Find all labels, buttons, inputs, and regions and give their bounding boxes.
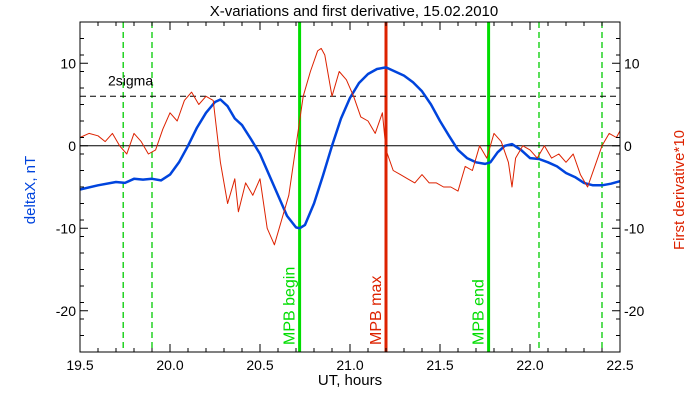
marker-label-3: MPB max [368,276,385,345]
y-axis-label-right: First derivative*10 [671,130,688,250]
x-axis-label: UT, hours [318,372,382,389]
y-tick-label-left: 0 [68,138,76,154]
x-tick-label: 20.0 [156,357,183,373]
series-lines [79,47,621,246]
marker-label-4: MPB end [471,279,488,345]
x-tick-label: 20.5 [246,357,273,373]
y-tick-label-right: 0 [624,138,632,154]
x-tick-label: 21.0 [336,357,363,373]
x-tick-label: 19.5 [66,357,93,373]
y-axis-ticks: -20 -20 -10 -10 0 0 10 10 [56,21,644,353]
y-axis-label-left: deltaX, nT [22,156,39,224]
y-tick-label-left: -20 [56,303,76,319]
y-tick-label-right: 10 [624,55,640,71]
series-derivative-line [79,47,621,246]
x-tick-label: 22.0 [516,357,543,373]
y-tick-label-left: -10 [56,220,76,236]
marker-labels: MPB begin MPB max MPB end [282,267,488,345]
marker-lines [122,22,603,352]
series-deltax-line [79,66,621,230]
x-tick-label: 22.5 [606,357,633,373]
x-axis-ticks: 19.5 20.0 20.5 21.0 21.5 22.0 22.5 [66,22,634,373]
y-tick-label-left: 10 [60,55,76,71]
chart-title: X-variations and first derivative, 15.02… [210,3,499,20]
x-tick-label: 21.5 [426,357,453,373]
y-tick-label-right: -20 [624,303,644,319]
threshold-label: 2sigma [108,72,153,88]
y-tick-label-right: -10 [624,220,644,236]
marker-label-2: MPB begin [282,267,299,345]
